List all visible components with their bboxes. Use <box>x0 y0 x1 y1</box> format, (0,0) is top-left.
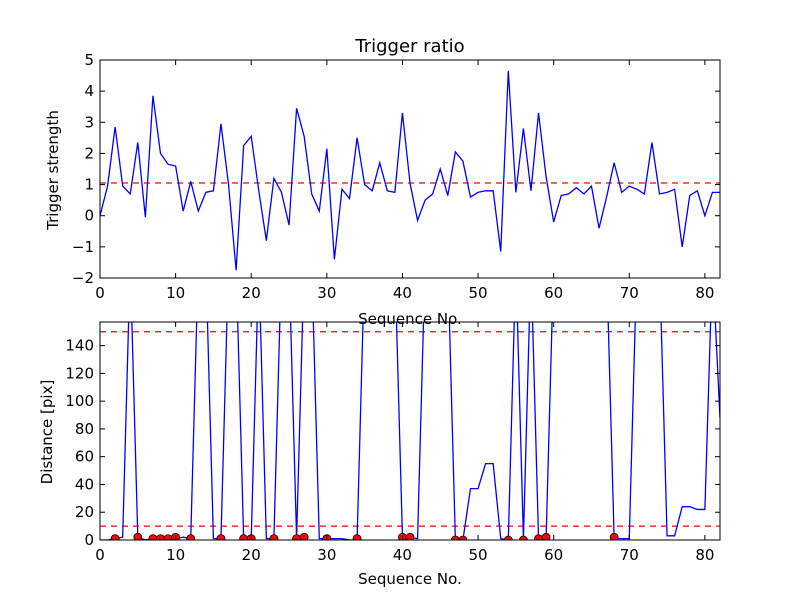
y-tick-label: 2 <box>84 144 94 162</box>
x-tick-label: 60 <box>544 546 563 564</box>
data-point-marker <box>269 534 279 540</box>
x-tick-label: 10 <box>166 284 185 302</box>
x-axis-label: Sequence No. <box>358 310 462 328</box>
y-tick-label: 1 <box>84 176 94 194</box>
y-tick-label: −1 <box>72 238 94 256</box>
data-point-marker <box>216 534 226 540</box>
data-point-marker <box>133 532 143 540</box>
x-tick-label: 70 <box>620 546 639 564</box>
x-tick-label: 20 <box>242 284 261 302</box>
data-point-marker <box>299 532 309 540</box>
chart-title: Trigger ratio <box>354 36 464 57</box>
y-tick-label: 5 <box>84 51 94 69</box>
y-tick-label: 80 <box>75 420 94 438</box>
x-tick-label: 60 <box>544 284 563 302</box>
data-point-marker <box>450 535 460 540</box>
plot-frame <box>99 321 721 541</box>
plot-frame <box>99 59 721 279</box>
x-tick-label: 20 <box>242 546 261 564</box>
data-point-marker <box>519 535 528 540</box>
data-point-marker <box>541 532 551 540</box>
y-tick-label: 60 <box>75 448 94 466</box>
x-tick-label: 30 <box>317 546 336 564</box>
x-tick-label: 30 <box>317 284 336 302</box>
x-tick-label: 40 <box>393 284 412 302</box>
x-tick-label: 80 <box>695 284 714 302</box>
plot-area <box>100 322 720 540</box>
x-tick-label: 40 <box>393 546 412 564</box>
data-point-marker <box>458 535 468 540</box>
x-tick-label: 0 <box>95 284 105 302</box>
y-tick-label: −2 <box>72 269 94 287</box>
data-point-marker <box>609 532 619 540</box>
series-line <box>100 70 720 271</box>
y-tick-label: 100 <box>65 392 94 410</box>
y-tick-label: 120 <box>65 364 94 382</box>
x-tick-label: 0 <box>95 546 105 564</box>
distance-chart: Distance [pix] Sequence No. 0 10 20 30 40 50 6… <box>38 321 721 588</box>
y-tick-label: 3 <box>84 113 94 131</box>
data-point-marker <box>110 534 120 540</box>
y-tick-label: 0 <box>84 207 94 225</box>
y-tick-label: 140 <box>65 337 94 355</box>
y-tick-label: 4 <box>84 82 94 100</box>
plot-area <box>100 70 720 271</box>
x-axis-label: Sequence No. <box>358 570 462 588</box>
x-tick-label: 70 <box>620 284 639 302</box>
x-tick-label: 50 <box>469 284 488 302</box>
data-point-marker <box>186 534 196 540</box>
y-tick-label: 0 <box>84 531 94 549</box>
y-tick-label: 40 <box>75 475 94 493</box>
data-point-marker <box>405 532 415 540</box>
x-tick-label: 80 <box>695 546 714 564</box>
y-axis-label: Distance [pix] <box>38 380 56 485</box>
y-tick-label: 20 <box>75 503 94 521</box>
trigger-ratio-chart: Trigger ratio Trigger strength Sequence … <box>44 36 721 328</box>
data-point-marker <box>352 534 362 540</box>
y-axis-label: Trigger strength <box>44 110 62 231</box>
x-tick-label: 50 <box>469 546 488 564</box>
x-tick-label: 10 <box>166 546 185 564</box>
data-point-marker <box>503 535 513 540</box>
